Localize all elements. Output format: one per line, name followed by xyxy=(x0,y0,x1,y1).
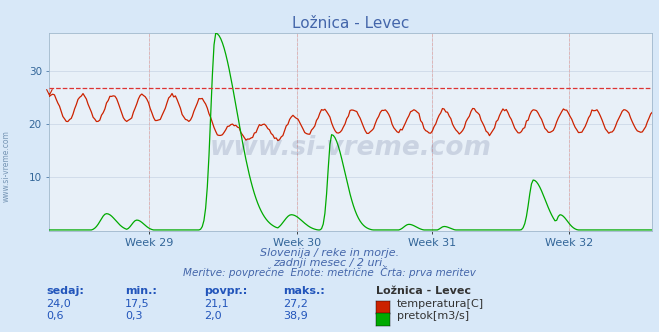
Text: maks.:: maks.: xyxy=(283,286,325,296)
Text: 21,1: 21,1 xyxy=(204,299,229,309)
Title: Ložnica - Levec: Ložnica - Levec xyxy=(292,16,410,31)
Text: Slovenija / reke in morje.: Slovenija / reke in morje. xyxy=(260,248,399,258)
Text: min.:: min.: xyxy=(125,286,157,296)
Text: 17,5: 17,5 xyxy=(125,299,150,309)
Text: 0,3: 0,3 xyxy=(125,311,143,321)
Text: 38,9: 38,9 xyxy=(283,311,308,321)
Text: povpr.:: povpr.: xyxy=(204,286,248,296)
Text: www.si-vreme.com: www.si-vreme.com xyxy=(2,130,11,202)
Text: sedaj:: sedaj: xyxy=(46,286,84,296)
Text: 24,0: 24,0 xyxy=(46,299,71,309)
Text: zadnji mesec / 2 uri.: zadnji mesec / 2 uri. xyxy=(273,258,386,268)
Text: 27,2: 27,2 xyxy=(283,299,308,309)
Text: www.si-vreme.com: www.si-vreme.com xyxy=(210,135,492,161)
Text: Ložnica - Levec: Ložnica - Levec xyxy=(376,286,471,296)
Text: pretok[m3/s]: pretok[m3/s] xyxy=(397,311,469,321)
Text: temperatura[C]: temperatura[C] xyxy=(397,299,484,309)
Text: Meritve: povprečne  Enote: metrične  Črta: prva meritev: Meritve: povprečne Enote: metrične Črta:… xyxy=(183,266,476,278)
Text: 2,0: 2,0 xyxy=(204,311,222,321)
Text: 0,6: 0,6 xyxy=(46,311,64,321)
